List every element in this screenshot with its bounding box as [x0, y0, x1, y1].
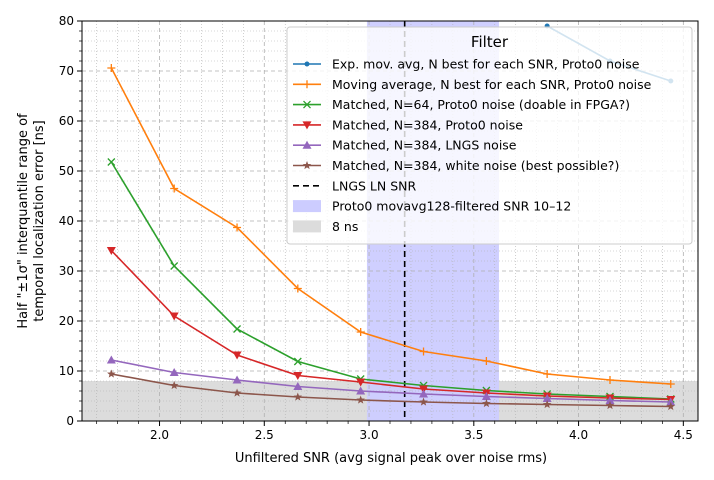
legend-entry-label: LNGS LN SNR	[332, 178, 416, 193]
data-point	[419, 347, 428, 356]
data-point	[356, 378, 366, 387]
data-point	[303, 100, 311, 109]
x-tick-label: 3.5	[464, 428, 483, 442]
data-point	[293, 382, 303, 390]
data-point	[169, 381, 179, 390]
data-point	[605, 401, 615, 410]
series-line	[110, 249, 671, 401]
data-point	[293, 372, 303, 380]
data-point	[356, 328, 365, 336]
y-tick-label: 0	[66, 414, 74, 428]
data-point	[233, 223, 242, 232]
x-tick-label: 4.0	[569, 428, 588, 442]
legend-title: Filter	[471, 33, 509, 51]
legend-entry-label: Matched, N=384, Proto0 noise	[332, 117, 523, 132]
x-tick-label: 4.5	[674, 428, 693, 442]
data-point	[419, 397, 428, 406]
data-point	[293, 357, 302, 366]
data-point	[232, 388, 242, 397]
series-6	[107, 369, 676, 411]
data-point	[170, 184, 179, 193]
series-5	[106, 355, 676, 406]
data-point	[356, 395, 365, 404]
data-point	[170, 262, 179, 270]
data-point	[666, 402, 676, 411]
series-line	[111, 373, 671, 408]
legend-swatch	[293, 200, 321, 213]
y-tick-label: 20	[59, 314, 74, 328]
data-point	[106, 355, 116, 364]
y-tick-label: 50	[59, 164, 74, 178]
data-point	[232, 375, 242, 384]
data-point	[542, 394, 552, 402]
data-point	[605, 396, 615, 404]
data-point	[303, 80, 311, 89]
data-point	[302, 140, 312, 149]
y-tick-label: 30	[59, 264, 74, 278]
x-tick-label: 3.0	[360, 428, 379, 442]
data-point	[666, 397, 676, 406]
legend-entry-label: Exp. mov. avg, N best for each SNR, Prot…	[332, 57, 640, 72]
data-point	[169, 312, 179, 321]
legend-entry-label: Matched, N=64, Proto0 noise (doable in F…	[332, 97, 630, 112]
series-line	[110, 161, 671, 400]
series-line	[110, 67, 671, 385]
series-2	[107, 64, 675, 388]
y-tick-label: 80	[59, 14, 74, 28]
data-point	[106, 247, 116, 255]
x-tick-label: 2.5	[255, 428, 274, 442]
data-point	[666, 380, 675, 388]
legend-entry-label: 8 ns	[332, 219, 358, 234]
series-line	[111, 359, 671, 403]
data-point	[543, 370, 552, 378]
data-point	[293, 392, 303, 401]
legend: Filter Exp. mov. avg, N best for each SNR…	[286, 26, 693, 245]
data-point	[482, 399, 491, 408]
data-point	[304, 61, 310, 67]
legend-entry-label: Matched, N=384, LNGS noise	[332, 138, 517, 153]
y-tick-label: 40	[59, 214, 74, 228]
data-point	[419, 389, 429, 398]
legend-entry-label: Matched, N=384, white noise (best possib…	[332, 158, 619, 173]
data-point	[107, 158, 116, 166]
y-tick-label: 70	[59, 64, 74, 78]
legend-entry-label: Moving average, N best for each SNR, Pro…	[332, 77, 652, 92]
y-axis-label-line-2: temporal localization error [ns]	[32, 120, 47, 322]
y-tick-label: 10	[59, 364, 74, 378]
data-point	[481, 392, 491, 400]
y-tick-label: 60	[59, 114, 74, 128]
x-tick-label: 2.0	[150, 428, 169, 442]
data-point	[107, 369, 116, 378]
data-point	[232, 351, 242, 360]
legend-box	[286, 26, 693, 245]
legend-entry-label: Proto0 movavg128-filtered SNR 10–12	[332, 199, 571, 214]
data-point	[169, 368, 179, 376]
data-point	[233, 325, 242, 333]
x-axis-label: Unfiltered SNR (avg signal peak over noi…	[235, 451, 547, 466]
data-point	[542, 400, 552, 409]
legend-swatch	[293, 220, 321, 233]
series-4	[106, 247, 676, 404]
data-point	[356, 386, 366, 395]
data-point	[302, 121, 312, 130]
data-point	[107, 64, 116, 72]
data-point	[482, 357, 491, 365]
y-axis-label-line-1: Half "±1σ" interquantile range of	[16, 113, 31, 329]
data-point	[302, 161, 312, 170]
data-point	[293, 284, 302, 293]
data-point	[606, 376, 614, 384]
